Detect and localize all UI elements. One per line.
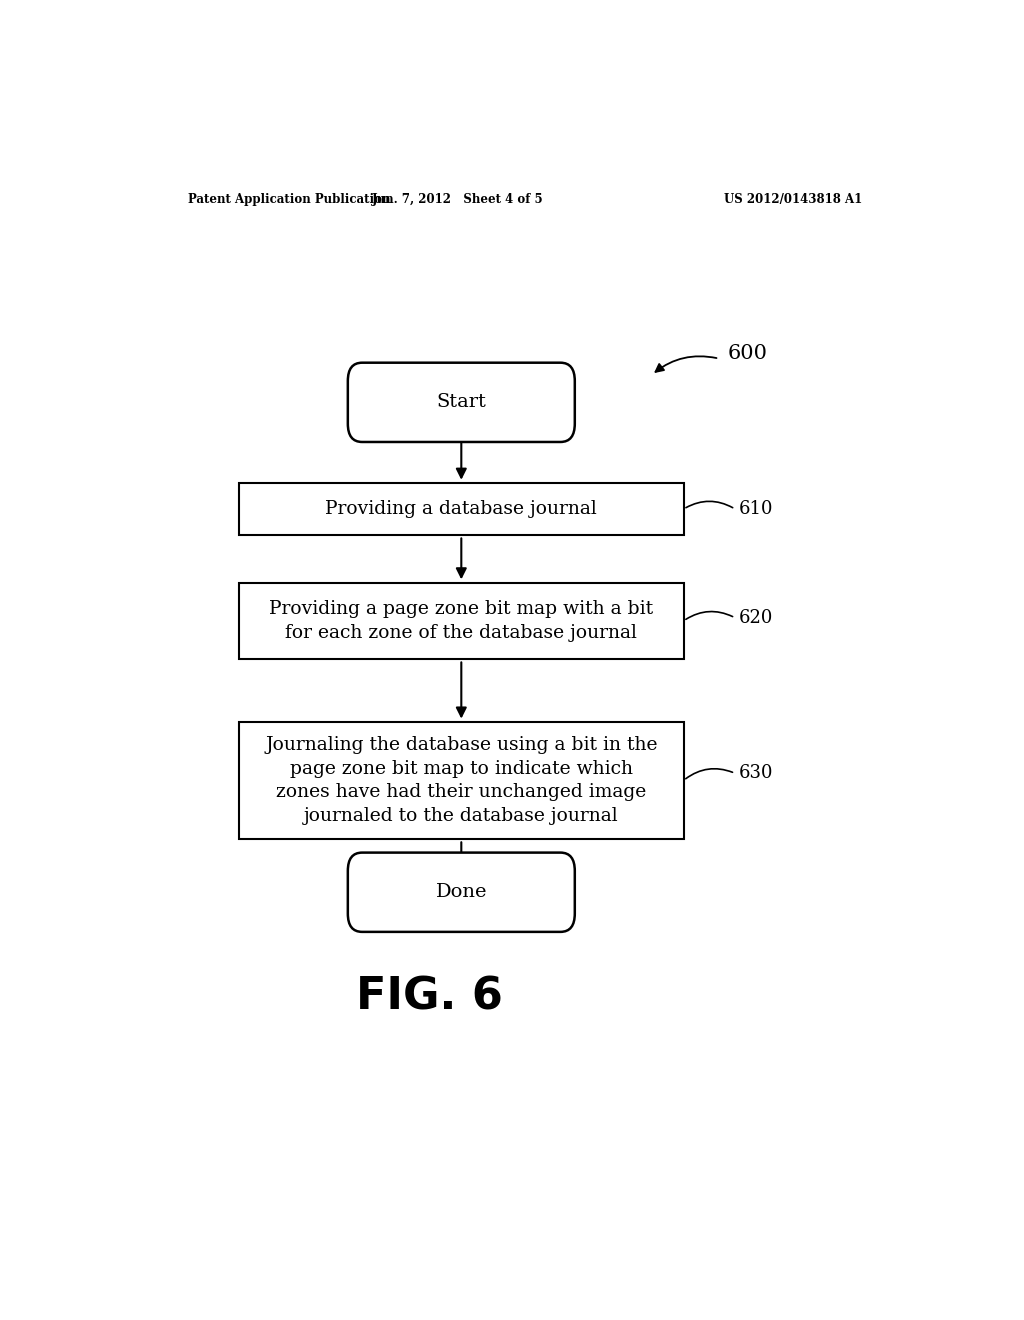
Bar xyxy=(239,582,684,659)
Text: FIG. 6: FIG. 6 xyxy=(356,975,503,1019)
Text: 610: 610 xyxy=(739,500,773,517)
Text: Providing a database journal: Providing a database journal xyxy=(326,500,597,517)
Text: 630: 630 xyxy=(739,764,773,783)
Text: Jun. 7, 2012   Sheet 4 of 5: Jun. 7, 2012 Sheet 4 of 5 xyxy=(372,193,543,206)
Bar xyxy=(239,722,684,840)
FancyBboxPatch shape xyxy=(348,853,574,932)
FancyBboxPatch shape xyxy=(348,363,574,442)
Text: Start: Start xyxy=(436,393,486,412)
Text: US 2012/0143818 A1: US 2012/0143818 A1 xyxy=(724,193,862,206)
Text: 620: 620 xyxy=(739,609,773,627)
Bar xyxy=(239,483,684,536)
Text: Providing a page zone bit map with a bit
for each zone of the database journal: Providing a page zone bit map with a bit… xyxy=(269,601,653,642)
Text: Patent Application Publication: Patent Application Publication xyxy=(187,193,390,206)
Text: Journaling the database using a bit in the
page zone bit map to indicate which
z: Journaling the database using a bit in t… xyxy=(265,737,657,825)
Text: Done: Done xyxy=(435,883,487,902)
Text: 600: 600 xyxy=(727,345,767,363)
